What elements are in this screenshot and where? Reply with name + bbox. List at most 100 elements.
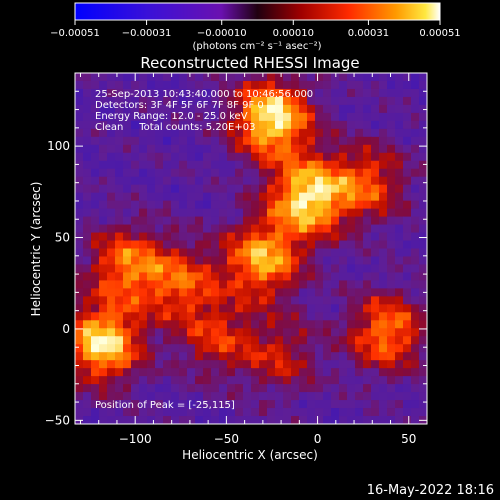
heatmap-cell xyxy=(371,272,380,282)
heatmap-cell xyxy=(83,168,92,178)
heatmap-cell xyxy=(251,73,260,82)
heatmap-cell xyxy=(291,216,300,226)
heatmap-cell xyxy=(139,376,148,385)
heatmap-cell xyxy=(147,240,156,250)
heatmap-cell xyxy=(307,96,316,106)
heatmap-cell xyxy=(203,376,212,385)
heatmap-cell xyxy=(331,184,340,194)
heatmap-cell xyxy=(315,168,324,178)
heatmap-cell xyxy=(83,320,92,329)
heatmap-cell xyxy=(171,112,180,122)
heatmap-cell xyxy=(171,120,180,130)
heatmap-cell xyxy=(387,184,396,194)
heatmap-cell xyxy=(331,112,340,122)
heatmap-cell xyxy=(291,416,300,424)
heatmap-cell xyxy=(379,344,388,353)
heatmap-cell xyxy=(91,232,100,242)
heatmap-cell xyxy=(211,216,220,226)
heatmap-cell xyxy=(235,296,244,305)
heatmap-cell xyxy=(83,400,92,409)
heatmap-cell xyxy=(75,376,84,385)
colorbar: −0.00051 −0.00031 −0.00010 0.00010 0.00031 0.… xyxy=(50,2,461,52)
heatmap-cell xyxy=(91,328,100,337)
heatmap-cell xyxy=(371,73,380,82)
heatmap-cell xyxy=(379,184,388,194)
heatmap-cell xyxy=(131,272,140,282)
heatmap-cell xyxy=(267,416,276,424)
heatmap-cell xyxy=(163,296,172,305)
heatmap-cell xyxy=(371,160,380,170)
heatmap-cell xyxy=(323,336,332,345)
heatmap-cell xyxy=(307,136,316,146)
heatmap-cell xyxy=(227,400,236,409)
heatmap-cell xyxy=(299,344,308,353)
heatmap-cell xyxy=(363,344,372,353)
heatmap-cell xyxy=(299,408,308,417)
heatmap-cell xyxy=(123,248,132,258)
heatmap-cell xyxy=(91,296,100,305)
heatmap-cell xyxy=(163,73,172,82)
heatmap-cell xyxy=(411,152,420,162)
heatmap-cell xyxy=(379,328,388,337)
heatmap-cell xyxy=(403,184,412,194)
heatmap-cell xyxy=(131,256,140,266)
heatmap-cell xyxy=(211,264,220,274)
heatmap-cell xyxy=(163,360,172,369)
heatmap-cell xyxy=(395,200,404,210)
heatmap-cell xyxy=(171,288,180,297)
heatmap-cell xyxy=(315,336,324,345)
heatmap-cell xyxy=(347,416,356,424)
heatmap-cell xyxy=(347,336,356,345)
heatmap-cell xyxy=(219,73,228,82)
heatmap-cell xyxy=(187,360,196,369)
heatmap-cell xyxy=(355,240,364,250)
heatmap-cell xyxy=(107,376,116,385)
heatmap-cell xyxy=(91,384,100,393)
heatmap-cell xyxy=(411,120,420,130)
heatmap-cell xyxy=(251,128,260,138)
heatmap-cell xyxy=(75,280,84,289)
footer-timestamp: 16-May-2022 18:16 xyxy=(367,483,494,498)
heatmap-cell xyxy=(363,184,372,194)
heatmap-cell xyxy=(235,336,244,345)
heatmap-cell xyxy=(275,272,284,282)
heatmap-cell xyxy=(419,328,427,337)
heatmap-cell xyxy=(291,104,300,114)
heatmap-cell xyxy=(275,176,284,186)
heatmap-cell xyxy=(75,320,84,329)
heatmap-cell xyxy=(187,240,196,250)
heatmap-cell xyxy=(91,392,100,401)
heatmap-cell xyxy=(179,208,188,218)
heatmap-cell xyxy=(259,264,268,274)
heatmap-cell xyxy=(179,296,188,305)
heatmap-cell xyxy=(323,144,332,154)
heatmap-cell xyxy=(99,352,108,361)
heatmap-cell xyxy=(195,144,204,154)
heatmap-cell xyxy=(155,152,164,162)
heatmap-cell xyxy=(211,184,220,194)
heatmap-cell xyxy=(331,104,340,114)
heatmap-cell xyxy=(307,248,316,258)
heatmap-cell xyxy=(115,104,124,114)
heatmap-cell xyxy=(203,320,212,329)
heatmap-cell xyxy=(75,248,84,258)
heatmap-cell xyxy=(227,104,236,114)
heatmap-cell xyxy=(163,320,172,329)
heatmap-cell xyxy=(363,80,372,90)
heatmap-cell xyxy=(347,288,356,297)
heatmap-cell xyxy=(195,184,204,194)
heatmap-cell xyxy=(179,392,188,401)
heatmap-cell xyxy=(419,280,427,289)
heatmap-cell xyxy=(219,232,228,242)
heatmap-cell xyxy=(379,192,388,202)
heatmap-cell xyxy=(155,168,164,178)
heatmap-cell xyxy=(115,264,124,274)
heatmap-cell xyxy=(195,152,204,162)
heatmap-cell xyxy=(107,304,116,313)
heatmap-cell xyxy=(243,400,252,409)
heatmap-cell xyxy=(91,160,100,170)
heatmap-cell xyxy=(331,256,340,266)
heatmap-cell xyxy=(139,360,148,369)
heatmap-cell xyxy=(243,320,252,329)
heatmap-cell xyxy=(235,320,244,329)
